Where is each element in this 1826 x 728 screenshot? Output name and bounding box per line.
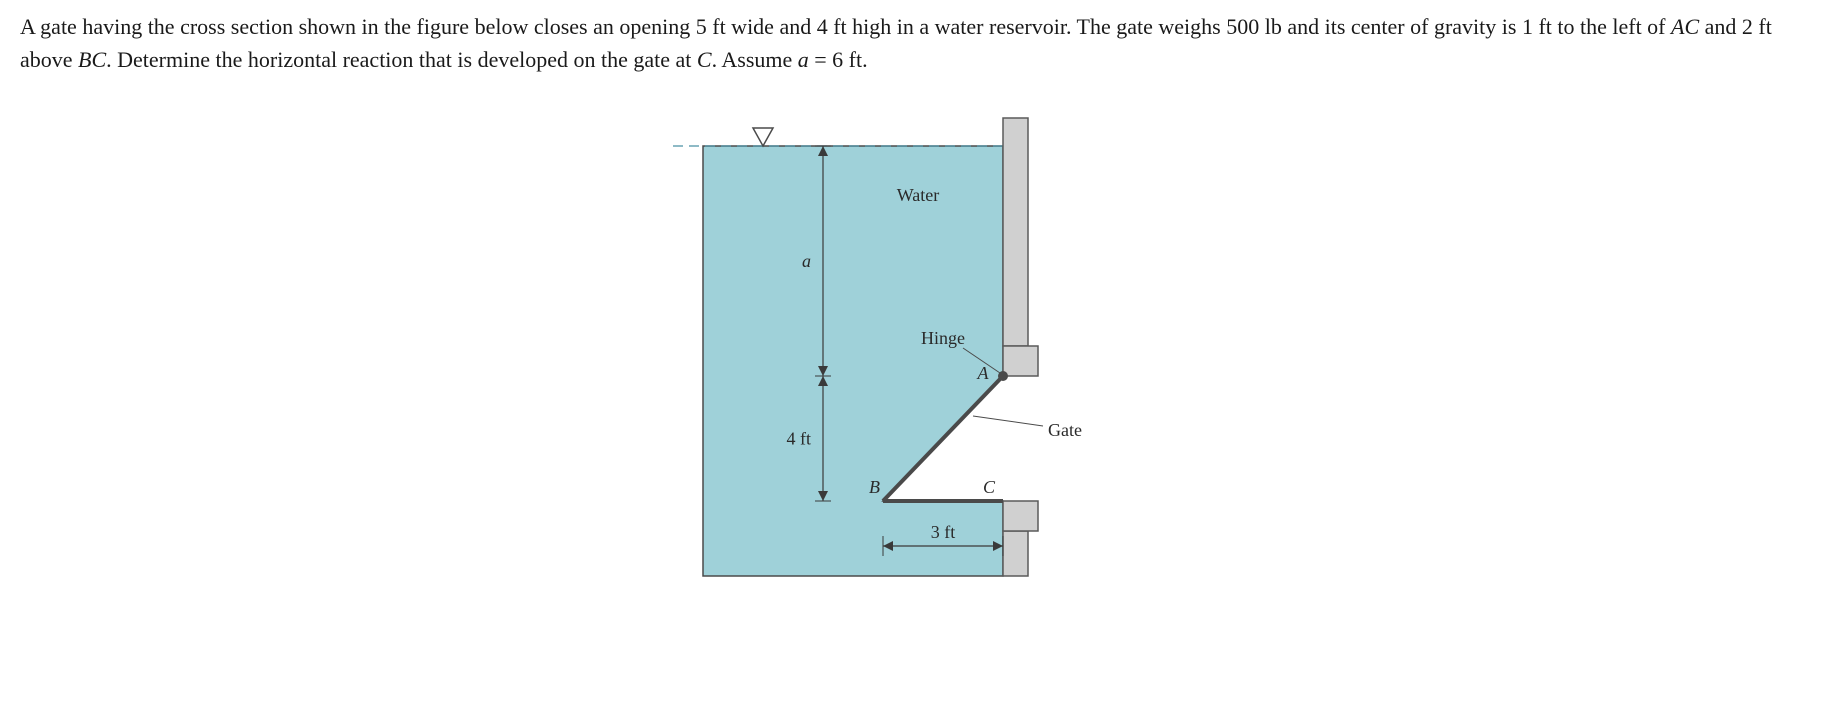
label-A: A: [977, 363, 990, 383]
var-AC: AC: [1671, 14, 1699, 39]
dim-4ft-label: 4 ft: [787, 429, 812, 449]
var-BC: BC: [78, 47, 106, 72]
wall-cap-upper: [1003, 346, 1038, 376]
figure-container: Water Hinge A B C Gate a 4 ft 3 ft: [20, 116, 1806, 586]
label-C: C: [983, 477, 996, 497]
wall-upper: [1003, 118, 1028, 346]
problem-statement: A gate having the cross section shown in…: [20, 10, 1806, 76]
water-region: [703, 146, 1003, 576]
dim-a-label: a: [802, 251, 811, 271]
label-B: B: [869, 477, 880, 497]
text-segment: A gate having the cross section shown in…: [20, 14, 1671, 39]
label-water: Water: [897, 185, 940, 205]
wall-lower: [1003, 531, 1028, 576]
figure: Water Hinge A B C Gate a 4 ft 3 ft: [663, 116, 1163, 586]
gate-pointer: [973, 416, 1043, 426]
free-surface-icon: [753, 128, 773, 146]
text-segment: . Determine the horizontal reaction that…: [106, 47, 697, 72]
label-gate: Gate: [1048, 420, 1082, 440]
var-C: C: [697, 47, 712, 72]
dim-3ft-label: 3 ft: [931, 522, 956, 542]
text-segment: . Assume: [712, 47, 798, 72]
wall-cap-lower: [1003, 501, 1038, 531]
var-a: a: [798, 47, 809, 72]
gate-diagram: Water Hinge A B C Gate a 4 ft 3 ft: [663, 116, 1163, 586]
text-segment: = 6 ft.: [809, 47, 868, 72]
label-hinge: Hinge: [921, 328, 965, 348]
